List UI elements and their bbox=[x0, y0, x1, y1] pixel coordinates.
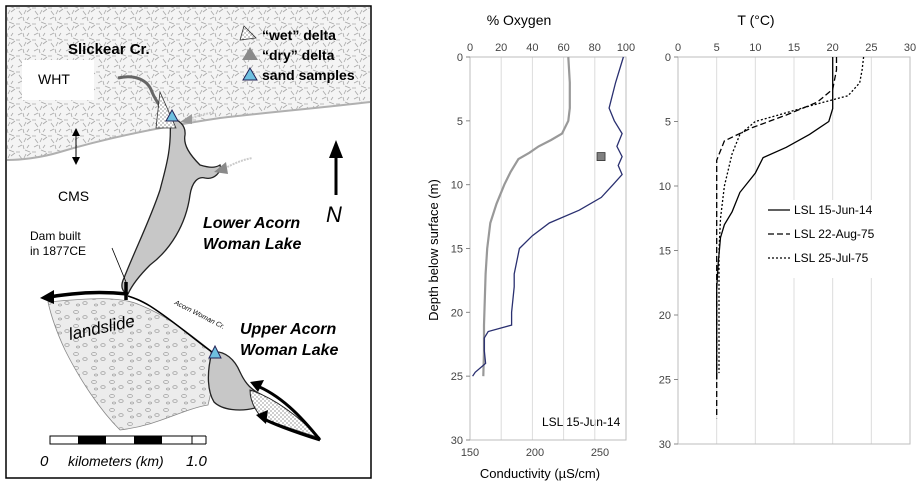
chart1-xtick-bottom-2: 250 bbox=[591, 447, 609, 459]
chart1-marker-point bbox=[596, 152, 606, 161]
chart2-legend-label-2: LSL 25-Jul-75 bbox=[794, 251, 869, 265]
chart2-legend-box bbox=[760, 200, 902, 278]
chart1-xtick-top-5: 100 bbox=[617, 42, 635, 54]
chart2-ytick-label-0: 0 bbox=[665, 52, 671, 64]
chart1-xtick-top-3: 60 bbox=[557, 42, 569, 54]
chart1-ytick-label-0: 0 bbox=[457, 52, 463, 64]
chart1-xtick-bottom-0: 150 bbox=[461, 447, 479, 459]
scale-start: 0 bbox=[40, 453, 49, 470]
blue-triangle-icon bbox=[242, 67, 258, 81]
gray-triangle-icon bbox=[242, 47, 258, 60]
chart2-title: T (°C) bbox=[737, 12, 774, 28]
acorn-woman-creek bbox=[127, 295, 213, 353]
upper-lake-label-2: Woman Lake bbox=[240, 342, 339, 359]
chart2-xtick-top-1: 5 bbox=[714, 42, 720, 54]
chart1-xtick-top-0: 0 bbox=[467, 42, 473, 54]
chart2-ytick-label-3: 15 bbox=[659, 246, 671, 258]
chart2-xtick-top-2: 10 bbox=[749, 42, 761, 54]
chart1-series-line-1 bbox=[472, 56, 625, 377]
legend-label-sand: sand samples bbox=[262, 67, 355, 83]
sand-sample-marker-1 bbox=[165, 108, 179, 122]
north-arrow-icon bbox=[329, 140, 343, 195]
chart1-ytick-label-6: 30 bbox=[451, 435, 463, 447]
chart1-xtick-top-2: 40 bbox=[526, 42, 538, 54]
chart2-ytick-label-1: 5 bbox=[665, 117, 671, 129]
chart1-xlabel-bottom: Conductivity (µS/cm) bbox=[480, 466, 600, 481]
scale-bar: 0 kilometers (km) 1.0 bbox=[40, 435, 208, 470]
temperature-chart: T (°C) 0 5 10 15 20 25 30 0 5 10 15 20 25 30 LSL 15-Ju… bbox=[659, 12, 916, 451]
chart1-ytick-label-3: 15 bbox=[451, 244, 463, 256]
wht-label: WHT bbox=[38, 71, 70, 87]
map-panel: N Slickear Cr. WHT CMS Lower Acorn Woman… bbox=[5, 5, 372, 479]
chart1-ylabel: Depth below surface (m) bbox=[426, 179, 441, 321]
chart1-frame bbox=[469, 56, 627, 441]
north-label: N bbox=[326, 202, 342, 227]
chart2-xtick-top-5: 25 bbox=[865, 42, 877, 54]
dry-delta-marker-2 bbox=[214, 162, 228, 174]
lower-lake bbox=[121, 119, 221, 295]
chart1-ytick-label-2: 10 bbox=[451, 180, 463, 192]
chart1-xtick-top-1: 20 bbox=[495, 42, 507, 54]
chart1-ytick-label-1: 5 bbox=[457, 116, 463, 128]
oxygen-conductivity-chart: % Oxygen Conductivity (µS/cm) Depth belo… bbox=[426, 12, 635, 481]
chart2-ytick-label-6: 30 bbox=[659, 439, 671, 451]
chart1-ytick-label-5: 25 bbox=[451, 371, 463, 383]
dam-label-2: in 1877CE bbox=[30, 244, 86, 258]
upper-lake-label-1: Upper Acorn bbox=[240, 321, 337, 338]
chart1-xtick-bottom-1: 200 bbox=[526, 447, 544, 459]
chart2-xtick-top-0: 0 bbox=[675, 42, 681, 54]
chart1-title: % Oxygen bbox=[487, 12, 552, 28]
map-legend: “wet” delta “dry” delta sand samples bbox=[239, 25, 355, 83]
chart2-xtick-top-6: 30 bbox=[904, 42, 916, 54]
chart2-ytick-label-5: 25 bbox=[659, 375, 671, 387]
chart2-ytick-label-4: 20 bbox=[659, 310, 671, 322]
lower-lake-label-1: Lower Acorn bbox=[203, 215, 300, 232]
legend-label-wet: “wet” delta bbox=[262, 27, 336, 43]
chart1-annotation: LSL 15-Jun-14 bbox=[542, 415, 621, 429]
legend-label-dry: “dry” delta bbox=[262, 47, 335, 63]
chart2-legend-label-0: LSL 15-Jun-14 bbox=[794, 203, 873, 217]
chart1-series-line-0 bbox=[482, 56, 571, 377]
chart2-series-line-2 bbox=[718, 56, 865, 374]
chart2-legend-label-1: LSL 22-Aug-75 bbox=[794, 227, 875, 241]
slickear-label: Slickear Cr. bbox=[68, 41, 150, 58]
chart1-xtick-top-4: 80 bbox=[589, 42, 601, 54]
rock-region bbox=[7, 7, 370, 160]
chart2-series-line-0 bbox=[716, 57, 834, 380]
cms-label: CMS bbox=[58, 188, 89, 204]
scale-unit: kilometers (km) bbox=[68, 453, 164, 469]
lower-lake-label-2: Woman Lake bbox=[203, 236, 302, 253]
chart2-ytick-label-2: 10 bbox=[659, 181, 671, 193]
landslide-area bbox=[47, 298, 214, 431]
hatched-triangle-icon bbox=[239, 25, 257, 41]
chart1-ytick-label-4: 20 bbox=[451, 307, 463, 319]
chart2-series-line-1 bbox=[716, 57, 838, 419]
chart2-xtick-top-4: 20 bbox=[827, 42, 839, 54]
chart2-xtick-top-3: 15 bbox=[788, 42, 800, 54]
scale-end: 1.0 bbox=[186, 453, 208, 470]
dry-delta-area bbox=[249, 389, 321, 439]
sand-sample-marker-2 bbox=[208, 344, 222, 359]
dam-label-1: Dam built bbox=[30, 229, 81, 243]
